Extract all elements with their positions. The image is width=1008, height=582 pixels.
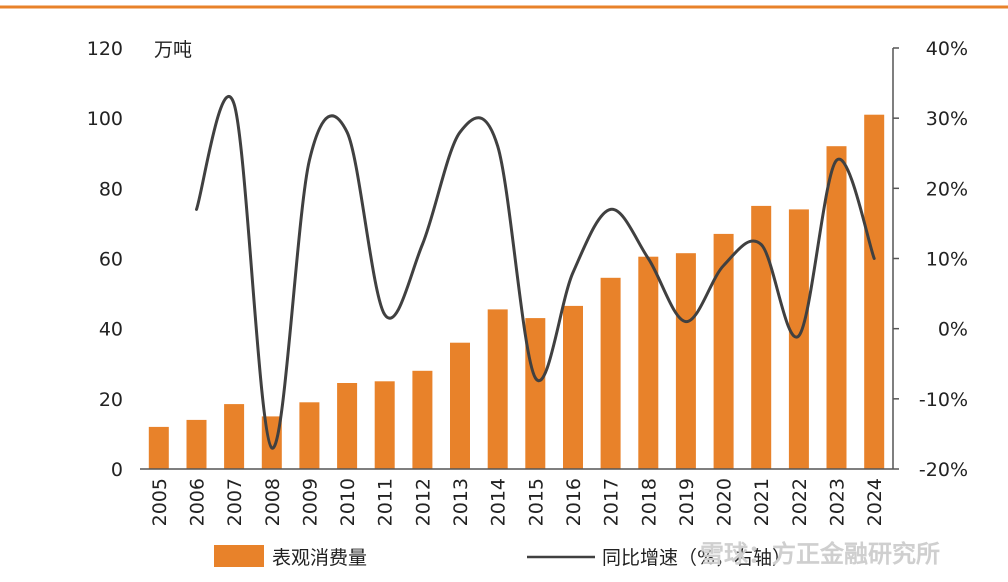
- bar-2022: [788, 209, 809, 469]
- x-tick-label: 2013: [450, 478, 472, 526]
- right-tick-label: 20%: [926, 178, 968, 200]
- right-axis: -20% -10% 0% 10% 20% 30% 40%: [892, 38, 968, 481]
- x-tick-label: 2023: [827, 478, 849, 526]
- bar-2011: [374, 381, 395, 469]
- bar-2005: [148, 426, 169, 469]
- bar-2020: [713, 233, 734, 469]
- x-tick-label: 2016: [563, 478, 585, 526]
- right-tick-label: 10%: [926, 249, 968, 271]
- x-tick-label: 2008: [262, 478, 284, 526]
- left-tick-label: 20: [99, 389, 123, 411]
- left-tick-label: 100: [87, 108, 123, 130]
- x-tick-label: 2011: [375, 478, 397, 526]
- x-tick-label: 2018: [638, 478, 660, 526]
- x-tick-label: 2006: [186, 478, 208, 526]
- bar-series: [140, 114, 893, 470]
- left-tick-label: 60: [99, 249, 123, 271]
- x-tick-label: 2014: [488, 478, 510, 526]
- bar-2016: [563, 305, 583, 469]
- bar-2009: [299, 402, 320, 469]
- legend-bar-label: 表观消费量: [272, 547, 367, 569]
- x-tick-label: 2020: [714, 478, 736, 526]
- x-tick-label: 2015: [525, 478, 547, 526]
- left-tick-label: 80: [99, 178, 123, 200]
- bar-2021: [751, 205, 772, 469]
- bar-2014: [487, 309, 508, 469]
- x-tick-label: 2009: [299, 478, 321, 526]
- bar-2007: [224, 404, 245, 469]
- x-tick-label: 2012: [412, 478, 434, 526]
- right-tick-label: 0%: [938, 319, 968, 341]
- bar-2012: [412, 370, 433, 469]
- bar-2006: [186, 419, 207, 469]
- bar-2019: [675, 253, 696, 469]
- x-tick-label: 2024: [864, 478, 886, 526]
- right-tick-label: -10%: [919, 389, 968, 411]
- bar-2015: [525, 318, 546, 469]
- x-tick-label: 2017: [601, 478, 623, 526]
- bar-2023: [826, 146, 847, 469]
- watermark: 雪球：方正金融研究所: [700, 540, 940, 568]
- right-tick-label: -20%: [919, 459, 968, 481]
- legend: 表观消费量 同比增速（%，右轴）: [214, 545, 791, 569]
- bar-2010: [337, 383, 358, 469]
- bar-2024: [864, 114, 885, 469]
- left-axis-unit: 万吨: [154, 39, 192, 61]
- x-tick-label: 2010: [337, 478, 359, 526]
- bar-2018: [638, 256, 659, 469]
- x-tick-label: 2019: [676, 478, 698, 526]
- bar-2013: [450, 342, 470, 469]
- bar-2017: [600, 277, 621, 469]
- x-axis: 2005 2006 2007 2008 2009 2010 2011 2012 2013 2014…: [149, 478, 886, 526]
- right-tick-label: 30%: [926, 108, 968, 130]
- left-tick-label: 120: [87, 38, 123, 60]
- x-tick-label: 2005: [149, 478, 171, 526]
- right-tick-label: 40%: [926, 38, 968, 60]
- left-tick-label: 40: [99, 319, 123, 341]
- legend-line-label: 同比增速（%，右轴）: [602, 547, 791, 569]
- x-tick-label: 2021: [751, 478, 773, 526]
- left-axis: 0 20 40 60 80 100 120: [87, 38, 123, 481]
- left-tick-label: 0: [111, 459, 123, 481]
- legend-bar-swatch: [214, 545, 264, 567]
- x-tick-label: 2007: [224, 478, 246, 526]
- x-tick-label: 2022: [789, 478, 811, 526]
- growth-rate-line: [195, 95, 876, 450]
